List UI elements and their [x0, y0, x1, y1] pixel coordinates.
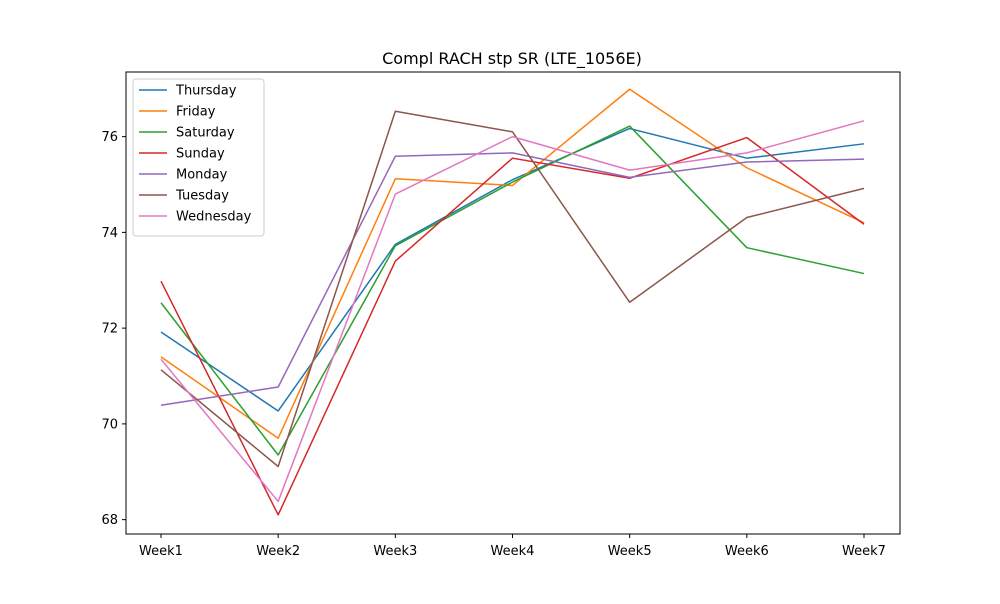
- x-tick-label: Week5: [608, 544, 652, 559]
- legend-label-saturday: Saturday: [176, 126, 235, 141]
- legend-label-monday: Monday: [176, 168, 228, 183]
- x-tick-label: Week2: [256, 544, 300, 559]
- x-tick-label: Week1: [139, 544, 183, 559]
- legend-label-sunday: Sunday: [176, 147, 225, 162]
- y-tick-label: 70: [101, 417, 118, 432]
- chart-title: Compl RACH stp SR (LTE_1056E): [382, 49, 642, 69]
- x-tick-label: Week4: [491, 544, 535, 559]
- y-tick-label: 76: [101, 130, 118, 145]
- legend: Thursday Friday Saturday Sunday Monday Tuesda…: [133, 79, 264, 236]
- legend-label-wednesday: Wednesday: [176, 210, 252, 225]
- legend-label-tuesday: Tuesday: [175, 189, 229, 204]
- x-tick-label: Week7: [842, 544, 886, 559]
- y-tick-label: 74: [101, 226, 118, 241]
- x-tick-label: Week3: [373, 544, 417, 559]
- legend-label-friday: Friday: [176, 105, 216, 120]
- y-tick-label: 72: [101, 322, 118, 337]
- x-tick-label: Week6: [725, 544, 769, 559]
- legend-label-thursday: Thursday: [175, 84, 237, 99]
- y-tick-label: 68: [101, 513, 118, 528]
